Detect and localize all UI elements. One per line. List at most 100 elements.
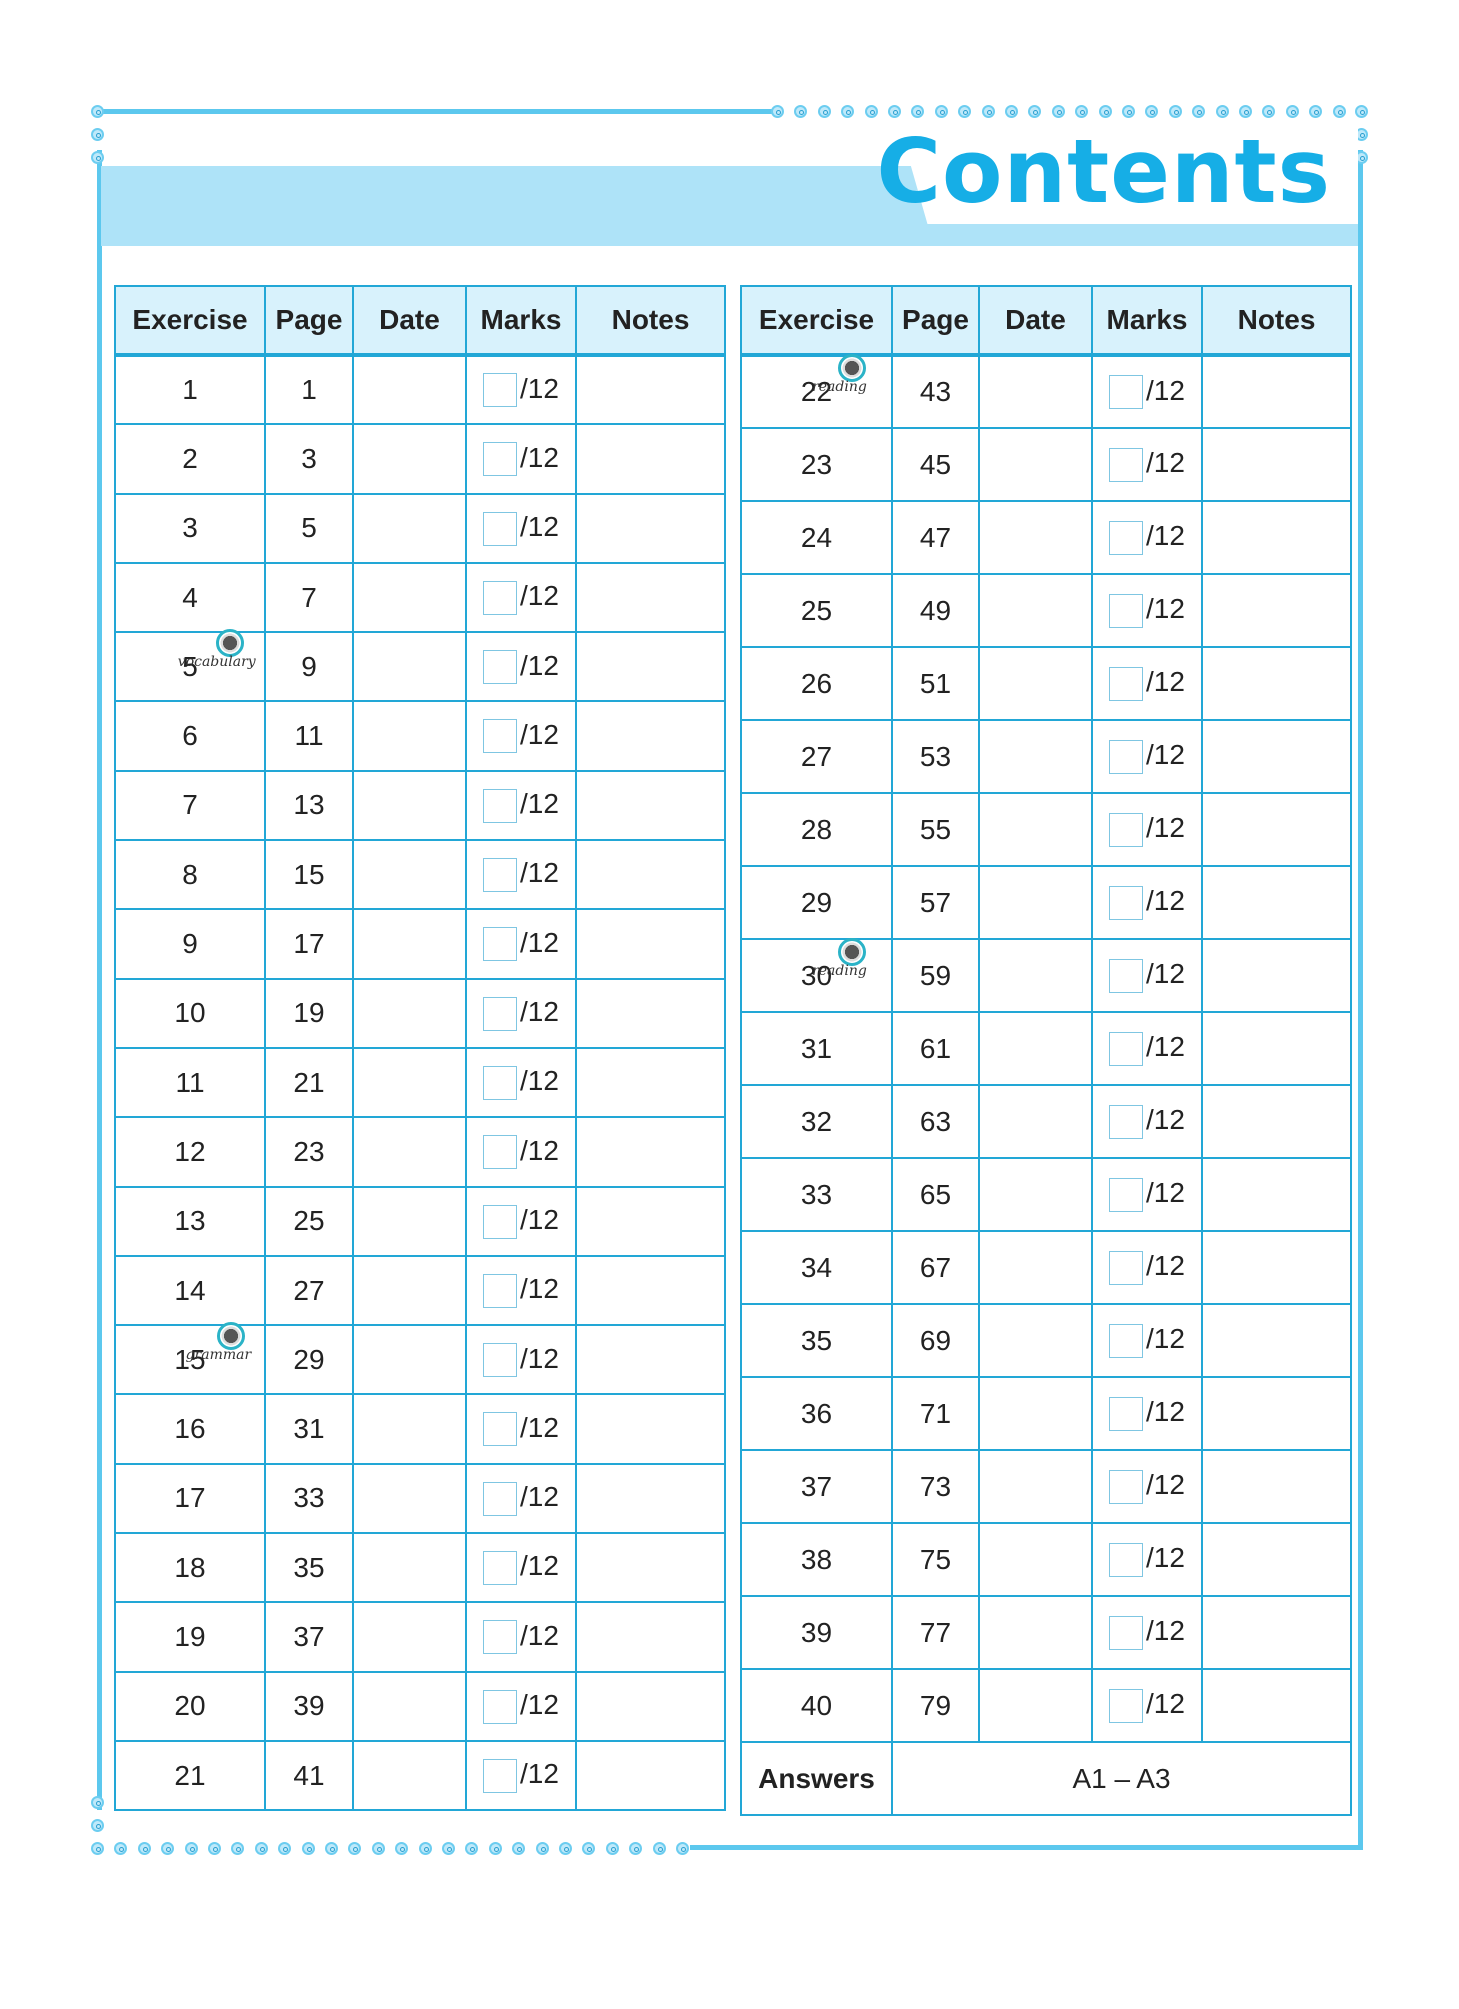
date-cell[interactable] [352, 1601, 467, 1673]
notes-cell[interactable] [1201, 719, 1352, 794]
marks-input-box[interactable] [483, 788, 518, 823]
marks-input-box[interactable] [483, 719, 518, 754]
marks-input-box[interactable] [483, 580, 518, 615]
date-cell[interactable] [352, 1532, 467, 1604]
date-cell[interactable] [978, 865, 1093, 940]
notes-cell[interactable] [575, 700, 726, 772]
notes-cell[interactable] [1201, 1668, 1352, 1743]
notes-cell[interactable] [575, 561, 726, 634]
marks-input-box[interactable] [483, 1620, 518, 1655]
marks-input-box[interactable] [483, 1204, 518, 1239]
notes-cell[interactable] [575, 1601, 726, 1673]
notes-cell[interactable] [1201, 1303, 1352, 1378]
notes-cell[interactable] [575, 769, 726, 842]
date-cell[interactable] [352, 1324, 467, 1396]
notes-cell[interactable] [575, 1739, 726, 1812]
marks-input-box[interactable] [1109, 1396, 1144, 1431]
marks-input-box[interactable] [483, 1689, 518, 1724]
marks-input-box[interactable] [483, 442, 518, 477]
marks-input-box[interactable] [483, 1758, 518, 1793]
notes-cell[interactable] [575, 908, 726, 980]
date-cell[interactable] [978, 1084, 1093, 1159]
notes-cell[interactable] [575, 839, 726, 911]
date-cell[interactable] [978, 792, 1093, 867]
date-cell[interactable] [352, 353, 467, 426]
marks-input-box[interactable] [483, 1343, 518, 1378]
date-cell[interactable] [352, 839, 467, 911]
marks-input-box[interactable] [1109, 593, 1144, 628]
date-cell[interactable] [978, 646, 1093, 721]
date-cell[interactable] [978, 1449, 1093, 1524]
marks-input-box[interactable] [483, 511, 518, 546]
marks-input-box[interactable] [483, 1065, 518, 1100]
notes-cell[interactable] [575, 1116, 726, 1188]
date-cell[interactable] [352, 977, 467, 1049]
marks-input-box[interactable] [1109, 1469, 1144, 1504]
marks-input-box[interactable] [483, 373, 518, 408]
marks-input-box[interactable] [483, 1412, 518, 1447]
notes-cell[interactable] [575, 1670, 726, 1742]
marks-input-box[interactable] [1109, 1542, 1144, 1577]
notes-cell[interactable] [575, 1324, 726, 1396]
date-cell[interactable] [978, 1595, 1093, 1670]
marks-input-box[interactable] [1109, 666, 1144, 701]
marks-input-box[interactable] [1109, 520, 1144, 555]
marks-input-box[interactable] [1109, 375, 1144, 410]
notes-cell[interactable] [575, 1393, 726, 1465]
notes-cell[interactable] [1201, 1084, 1352, 1159]
date-cell[interactable] [352, 1046, 467, 1119]
marks-input-box[interactable] [483, 1551, 518, 1585]
notes-cell[interactable] [1201, 500, 1352, 575]
marks-input-box[interactable] [1109, 1615, 1144, 1650]
date-cell[interactable] [978, 427, 1093, 502]
notes-cell[interactable] [1201, 865, 1352, 940]
date-cell[interactable] [352, 423, 467, 495]
notes-cell[interactable] [575, 1254, 726, 1327]
marks-input-box[interactable] [483, 858, 518, 893]
notes-cell[interactable] [1201, 354, 1352, 429]
marks-input-box[interactable] [1109, 1323, 1144, 1358]
notes-cell[interactable] [1201, 1157, 1352, 1232]
date-cell[interactable] [978, 1157, 1093, 1232]
date-cell[interactable] [978, 1011, 1093, 1086]
marks-input-box[interactable] [1109, 885, 1144, 920]
marks-input-box[interactable] [1109, 1031, 1144, 1066]
date-cell[interactable] [352, 1185, 467, 1257]
date-cell[interactable] [978, 354, 1093, 429]
date-cell[interactable] [978, 1376, 1093, 1451]
marks-input-box[interactable] [483, 927, 518, 962]
notes-cell[interactable] [575, 492, 726, 564]
marks-input-box[interactable] [1109, 1688, 1144, 1723]
marks-input-box[interactable] [483, 650, 518, 685]
marks-input-box[interactable] [1109, 1104, 1144, 1139]
date-cell[interactable] [352, 1670, 467, 1742]
notes-cell[interactable] [1201, 427, 1352, 502]
date-cell[interactable] [352, 908, 467, 980]
date-cell[interactable] [352, 1462, 467, 1535]
notes-cell[interactable] [1201, 1595, 1352, 1670]
notes-cell[interactable] [1201, 1011, 1352, 1086]
date-cell[interactable] [978, 719, 1093, 794]
notes-cell[interactable] [575, 1185, 726, 1257]
notes-cell[interactable] [1201, 1522, 1352, 1597]
notes-cell[interactable] [575, 1046, 726, 1119]
marks-input-box[interactable] [483, 996, 518, 1031]
date-cell[interactable] [978, 1230, 1093, 1305]
notes-cell[interactable] [575, 977, 726, 1049]
notes-cell[interactable] [1201, 646, 1352, 721]
notes-cell[interactable] [1201, 1230, 1352, 1305]
date-cell[interactable] [978, 1668, 1093, 1743]
notes-cell[interactable] [1201, 573, 1352, 648]
notes-cell[interactable] [1201, 792, 1352, 867]
notes-cell[interactable] [575, 1532, 726, 1604]
marks-input-box[interactable] [483, 1273, 518, 1308]
marks-input-box[interactable] [1109, 447, 1144, 482]
date-cell[interactable] [978, 938, 1093, 1013]
notes-cell[interactable] [575, 423, 726, 495]
marks-input-box[interactable] [1109, 1177, 1144, 1212]
notes-cell[interactable] [1201, 1449, 1352, 1524]
date-cell[interactable] [352, 1254, 467, 1327]
date-cell[interactable] [352, 631, 467, 703]
notes-cell[interactable] [1201, 1376, 1352, 1451]
date-cell[interactable] [352, 769, 467, 842]
